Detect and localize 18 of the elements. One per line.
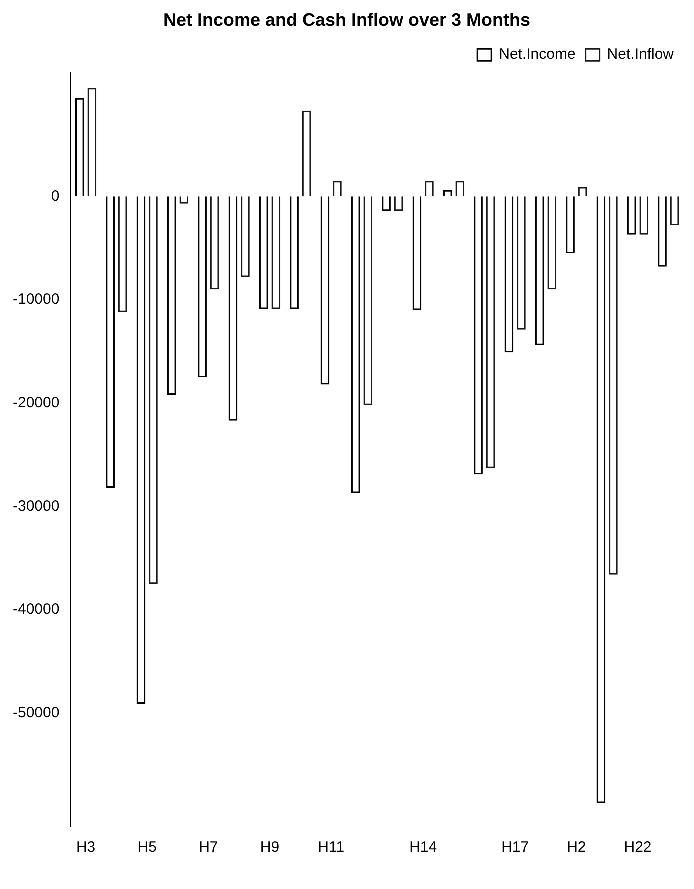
x-tick-label: H7 [199,839,218,856]
x-tick-label: H11 [318,839,345,856]
y-tick-label: -10000 [12,291,60,308]
y-tick-label: -30000 [12,498,60,515]
y-tick-label: -20000 [12,394,60,412]
legend-label: Net.Income [499,46,576,64]
x-tick-label: H3 [76,839,96,856]
y-tick-label: 0 [51,188,60,205]
y-tick-label: -50000 [12,704,60,722]
chart-title: Net Income and Cash Inflow over 3 Months [163,10,531,30]
x-tick-label: H5 [138,839,157,856]
x-tick-label: H9 [260,839,280,856]
y-tick-label: -40000 [12,601,60,618]
x-tick-label: H17 [502,839,530,856]
legend-label: Net.Inflow [607,46,674,64]
x-tick-label: H22 [624,839,652,856]
x-tick-label: H2 [567,839,586,856]
x-tick-label: H14 [410,839,438,856]
